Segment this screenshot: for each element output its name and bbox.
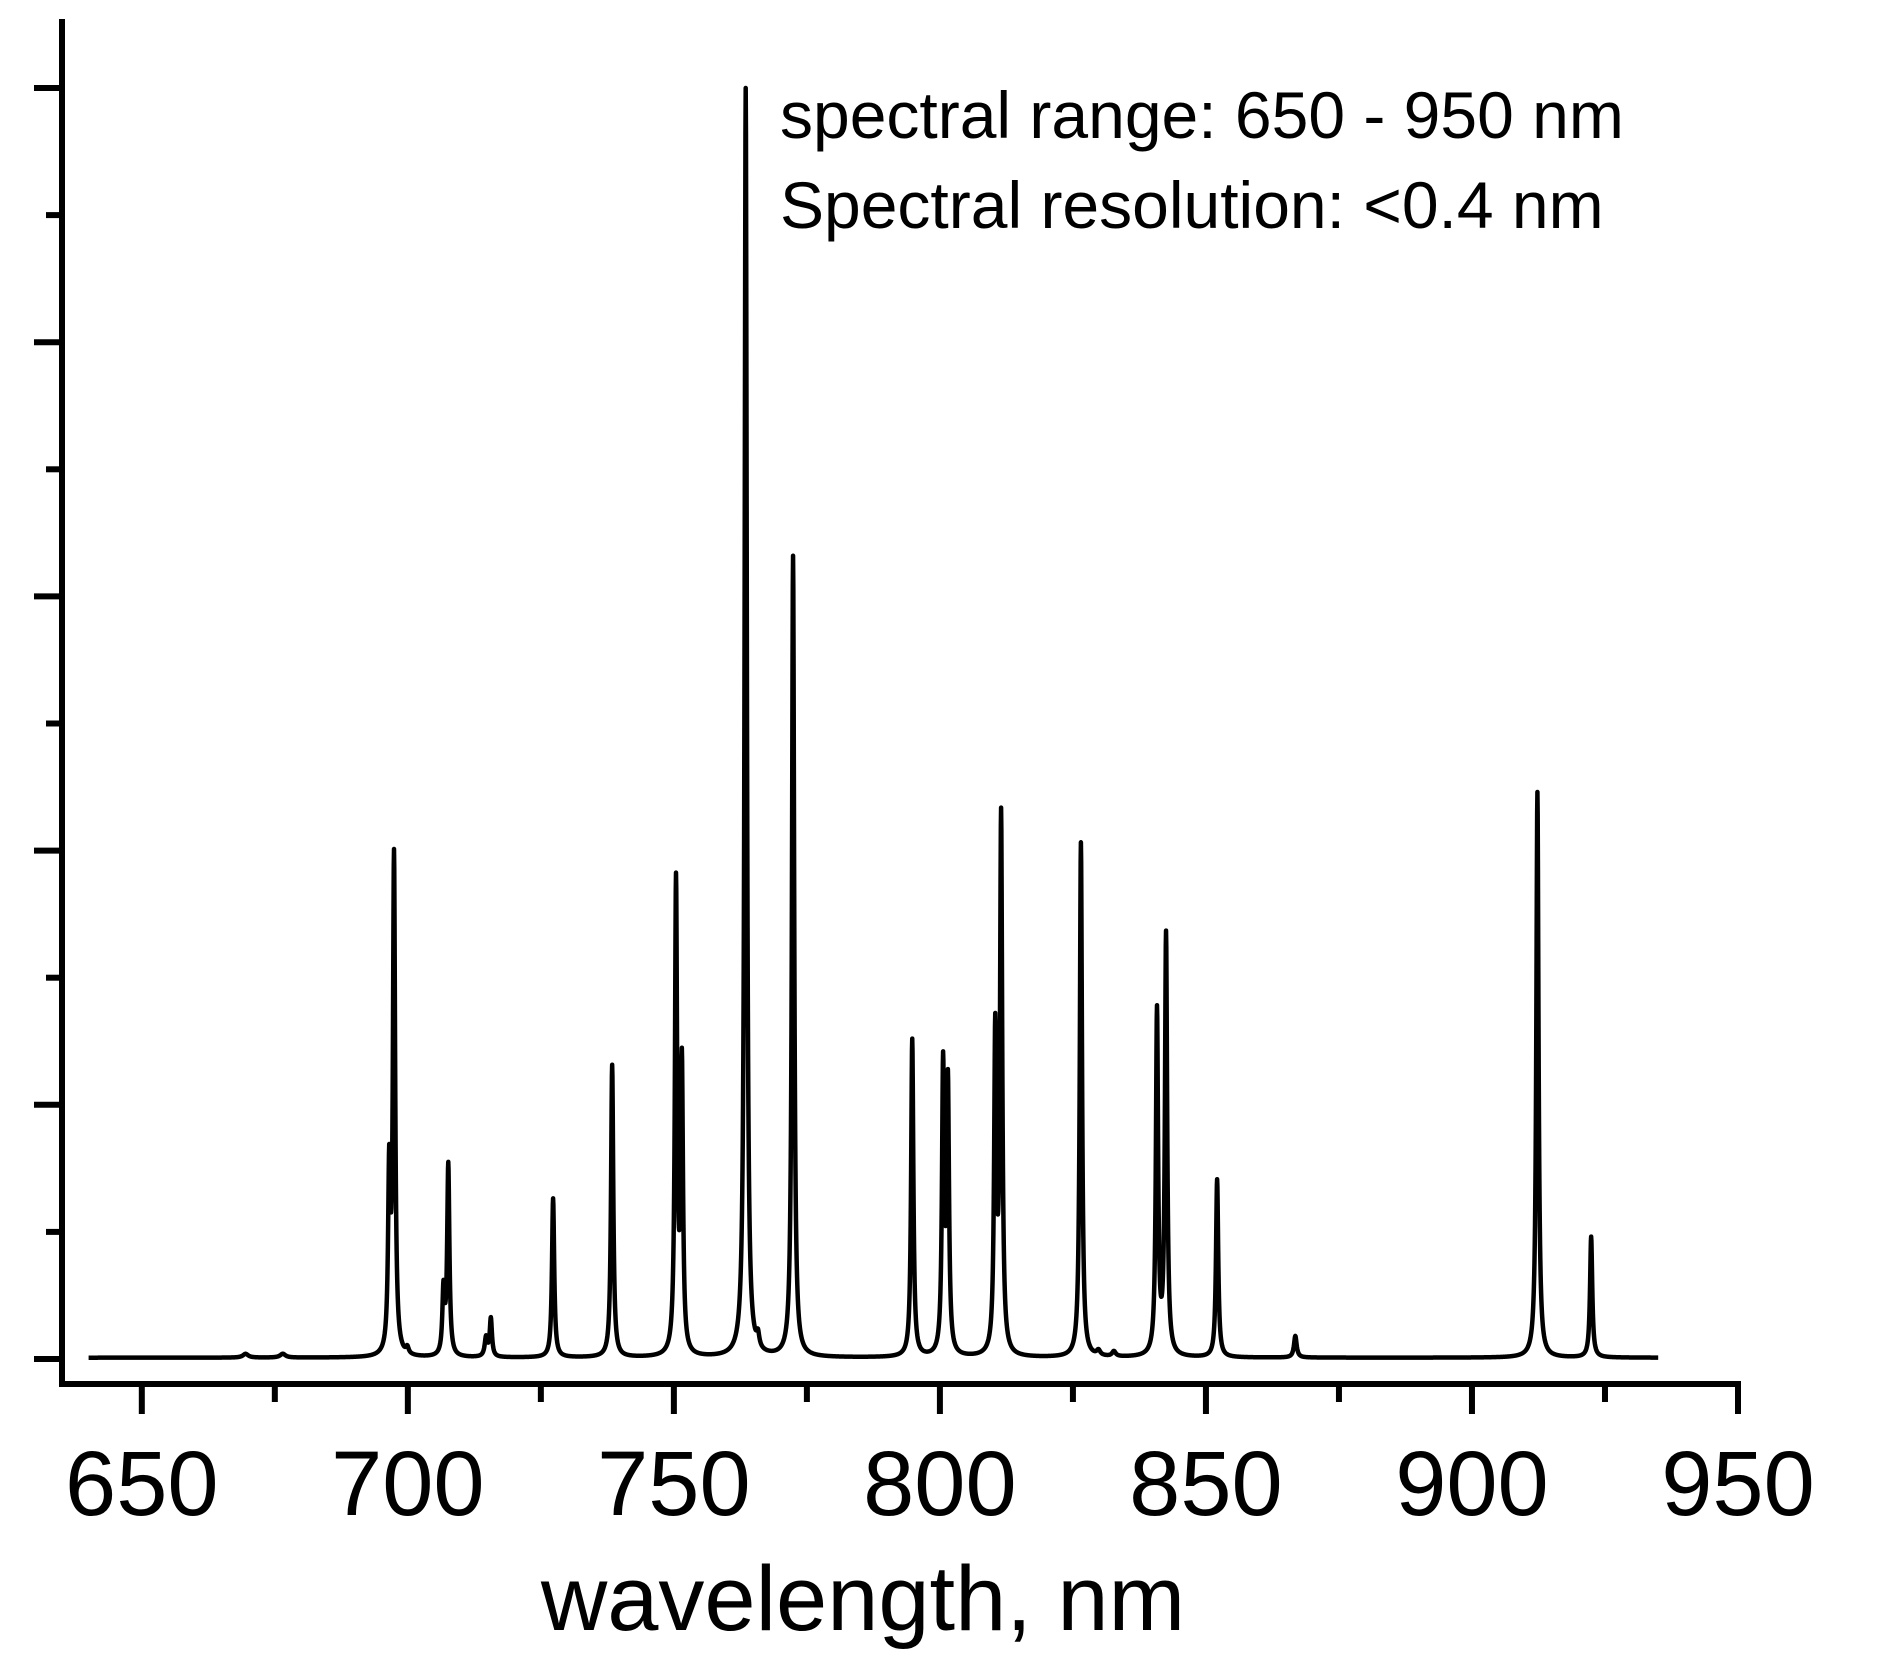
x-tick-label: 650 [65,1433,219,1535]
x-axis-ticks [138,1384,1741,1414]
x-tick-label: 750 [597,1433,751,1535]
x-tick-label: 850 [1129,1433,1283,1535]
annotation-spectral-resolution: Spectral resolution: <0.4 nm [780,168,1604,242]
x-tick-label: 800 [863,1433,1017,1535]
annotation-spectral-range: spectral range: 650 - 950 nm [780,78,1624,152]
x-tick-label: 900 [1395,1433,1549,1535]
spectrum-line [86,85,1661,1360]
x-tick-label: 950 [1661,1433,1815,1535]
x-axis-title: wavelength, nm [540,1548,1185,1650]
x-axis-tick-labels: 650 700 750 800 850 900 950 [65,1433,1815,1535]
x-tick-label: 700 [331,1433,485,1535]
y-axis-ticks [34,85,62,1362]
